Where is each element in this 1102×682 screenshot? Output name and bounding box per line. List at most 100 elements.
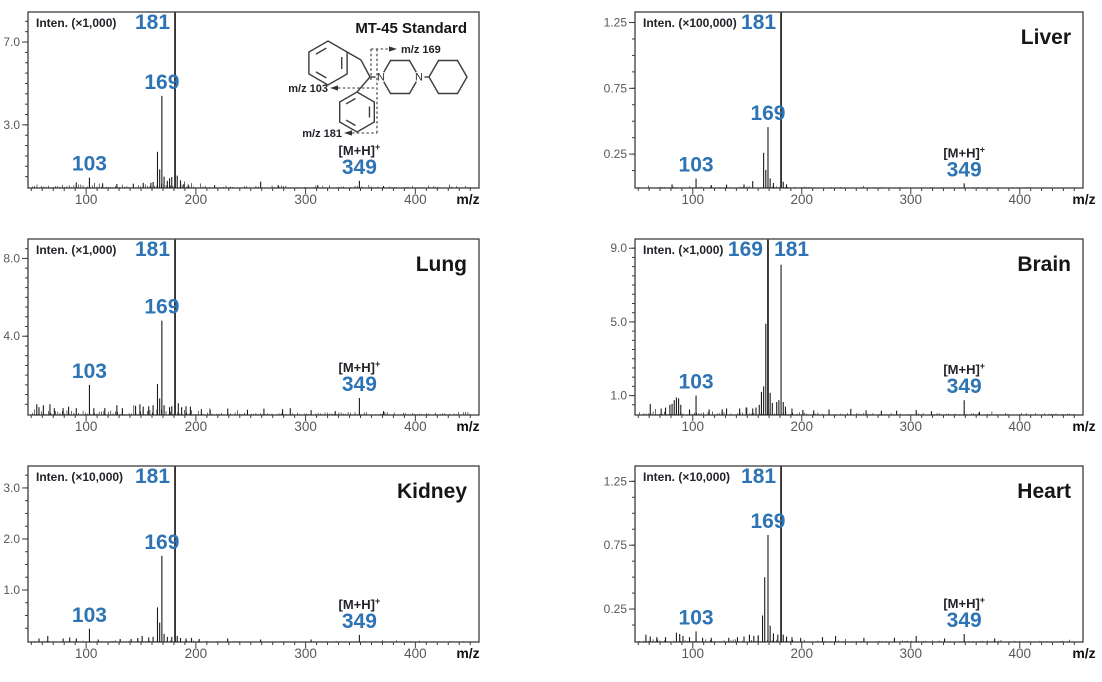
y-tick-label: 0.25 (604, 147, 628, 161)
adduct-label: [M+H]+ (339, 596, 381, 612)
adduct-label: [M+H]+ (339, 142, 381, 158)
spectrum-panel-liver: 100 200 300 400 m/z 0.25 0.75 1.25 103 169 181 349[… (604, 11, 1096, 207)
x-tick-label: 400 (404, 419, 427, 434)
x-axis-ticks (637, 188, 1075, 194)
x-tick-label: 300 (294, 419, 317, 434)
panel-title: Kidney (397, 480, 467, 503)
spectrum-panel-brain: 100 200 300 400 m/z 1.0 5.0 9.0 103 169 181 349[M+H… (610, 238, 1095, 434)
panel-title: Lung (416, 253, 467, 276)
adduct-label: [M+H]+ (943, 595, 985, 611)
fragment-label-103: m/z 103 (288, 83, 328, 95)
mz-axis-label: m/z (456, 418, 479, 434)
y-tick-label: 1.25 (604, 474, 628, 488)
x-tick-label: 400 (1009, 646, 1032, 661)
mz-axis-label: m/z (456, 645, 479, 661)
peak-label-169: 169 (750, 102, 785, 125)
spectrum-panel-kidney: 100 200 300 400 m/z 1.0 2.0 3.0 103 169 181 349[M+H… (3, 465, 479, 661)
x-tick-label: 200 (791, 419, 814, 434)
intensity-scale-label: Inten. (×1,000) (643, 243, 723, 257)
x-tick-label: 200 (791, 192, 814, 207)
spectrum-peaks (671, 12, 965, 188)
peak-label-103: 103 (72, 153, 107, 176)
molecular-structure: N Nm/z 169 m/z 103 m/z 181 (288, 40, 468, 140)
mz-axis-label: m/z (1072, 645, 1095, 661)
adduct-label: [M+H]+ (943, 361, 985, 377)
baseline-noise (639, 185, 1075, 188)
peak-label-103: 103 (72, 604, 107, 627)
panel-title: Liver (1021, 26, 1071, 49)
x-tick-label: 300 (900, 419, 923, 434)
mz-axis-label: m/z (1072, 191, 1095, 207)
y-axis-ticks (629, 480, 635, 626)
x-axis-ticks (30, 188, 471, 194)
fragment-label-181: m/z 181 (302, 128, 342, 140)
x-tick-label: 200 (185, 646, 208, 661)
x-tick-label: 200 (791, 646, 814, 661)
nitrogen-atom-label: N (415, 72, 423, 84)
y-axis-ticks (629, 247, 635, 406)
x-tick-label: 200 (185, 419, 208, 434)
panel-title: Heart (1017, 480, 1071, 503)
spectrum-peaks (649, 239, 980, 415)
x-axis-ticks (30, 415, 471, 421)
intensity-scale-label: Inten. (×1,000) (36, 16, 116, 30)
y-tick-label: 3.0 (3, 118, 20, 132)
intensity-scale-label: Inten. (×100,000) (643, 16, 737, 30)
peak-label-169: 169 (144, 71, 179, 94)
peak-label-181: 181 (135, 465, 170, 488)
baseline-noise (639, 407, 1075, 415)
y-tick-label: 2.0 (3, 532, 20, 546)
x-tick-label: 300 (294, 646, 317, 661)
y-axis-ticks (22, 20, 28, 178)
spectrum-peaks (645, 466, 996, 642)
y-tick-label: 4.0 (3, 329, 20, 343)
y-tick-label: 0.75 (604, 538, 628, 552)
x-tick-label: 200 (185, 192, 208, 207)
spectrum-panel-heart: 100 200 300 400 m/z 0.25 0.75 1.25 103 169 181 349[… (604, 465, 1096, 661)
y-tick-label: 1.0 (3, 583, 20, 597)
peak-label-169: 169 (144, 296, 179, 319)
adduct-label: [M+H]+ (339, 359, 381, 375)
x-tick-label: 300 (900, 192, 923, 207)
fragment-label-169: m/z 169 (401, 44, 441, 56)
baseline-noise (32, 405, 471, 415)
peak-label-349: 349 (947, 609, 982, 632)
y-tick-label: 7.0 (3, 35, 20, 49)
baseline-noise (32, 640, 471, 642)
x-tick-label: 100 (682, 646, 705, 661)
plot-border (27, 238, 480, 416)
peak-label-349: 349 (342, 610, 377, 633)
baseline-noise (32, 181, 471, 188)
x-tick-label: 400 (1009, 419, 1032, 434)
baseline-noise (639, 635, 1075, 642)
x-axis-ticks (637, 415, 1075, 421)
x-axis-ticks (637, 642, 1075, 648)
x-tick-label: 100 (682, 192, 705, 207)
peak-label-169: 169 (728, 238, 763, 261)
nitrogen-atom-label: N (377, 72, 385, 84)
peak-label-103: 103 (679, 153, 714, 176)
spectrum-panel-lung: 100 200 300 400 m/z 4.0 8.0 103 169 181 349[M+H]+ I… (3, 238, 479, 434)
y-axis-ticks (22, 474, 28, 629)
x-tick-label: 300 (900, 646, 923, 661)
peak-label-349: 349 (342, 373, 377, 396)
x-axis-ticks (30, 642, 471, 648)
mz-axis-label: m/z (1072, 418, 1095, 434)
peak-label-181: 181 (135, 11, 170, 34)
peak-label-181: 181 (741, 11, 776, 34)
peak-label-181: 181 (774, 238, 809, 261)
peak-label-103: 103 (72, 360, 107, 383)
y-tick-label: 3.0 (3, 481, 20, 495)
spectrum-peaks (38, 466, 360, 642)
y-tick-label: 1.0 (610, 389, 627, 403)
peak-label-349: 349 (342, 156, 377, 179)
x-tick-label: 100 (75, 419, 98, 434)
x-tick-label: 100 (682, 419, 705, 434)
adduct-label: [M+H]+ (943, 144, 985, 160)
x-tick-label: 400 (404, 646, 427, 661)
intensity-scale-label: Inten. (×10,000) (643, 470, 730, 484)
y-tick-label: 8.0 (3, 251, 20, 265)
x-tick-label: 400 (404, 192, 427, 207)
panel-title: MT-45 Standard (355, 20, 467, 37)
